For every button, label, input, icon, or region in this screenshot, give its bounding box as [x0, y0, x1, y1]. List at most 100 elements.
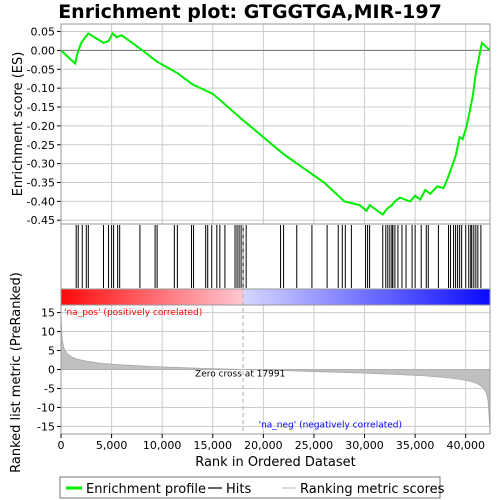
rank-ytick-label: 5 [48, 345, 55, 358]
rank-color-cell [439, 289, 445, 305]
rank-ytick-label: -5 [44, 382, 55, 395]
rank-color-cell [361, 289, 366, 305]
rank-color-cell [157, 289, 162, 305]
rank-color-cell [268, 289, 273, 305]
legend-box [59, 476, 441, 499]
xtick-label: 25,000 [295, 439, 334, 452]
rank-color-cell [329, 289, 334, 305]
rank-color-cell [432, 289, 437, 305]
rank-color-cell [411, 289, 416, 305]
rank-color-cell [407, 289, 412, 305]
rank-color-cell [375, 289, 380, 305]
rank-color-cell [307, 289, 312, 305]
rank-color-cell [221, 289, 227, 305]
rank-color-cell [279, 289, 284, 305]
rank-color-cell [343, 289, 348, 305]
es-ytick-label: -0.15 [27, 101, 55, 114]
rank-color-cell [118, 289, 123, 305]
rank-color-cell [171, 289, 176, 305]
rank-color-cell [425, 289, 430, 305]
es-ytick-label: 0.05 [31, 26, 56, 39]
rank-color-cell [321, 289, 327, 305]
rank-color-cell [61, 289, 66, 305]
rank-color-cell [347, 289, 352, 305]
rank-color-cell [429, 289, 434, 305]
rank-color-cell [150, 289, 155, 305]
rank-color-cell [196, 289, 202, 305]
rank-color-cell [318, 289, 323, 305]
rank-color-cell [236, 289, 241, 305]
rank-color-cell [296, 289, 302, 305]
rank-color-cell [482, 289, 488, 305]
rank-color-cell [486, 289, 491, 305]
xtick-label: 30,000 [345, 439, 384, 452]
rank-color-cell [332, 289, 337, 305]
rank-color-cell [293, 289, 298, 305]
rank-color-cell [464, 289, 470, 305]
rank-color-cell [271, 289, 277, 305]
rank-color-cell [200, 289, 205, 305]
rank-color-cell [250, 289, 255, 305]
rank-color-cell [368, 289, 373, 305]
rank-color-cell [400, 289, 405, 305]
rank-color-cell [93, 289, 98, 305]
rank-color-cell [304, 289, 309, 305]
hits-panel [60, 223, 491, 290]
es-ytick-label: -0.05 [27, 63, 55, 76]
rank-color-cell [107, 289, 112, 305]
rank-color-cell [414, 289, 420, 305]
rank-color-cell [261, 289, 266, 305]
rank-color-cell [436, 289, 441, 305]
rank-color-cell [286, 289, 291, 305]
xtick-label: 0 [58, 439, 65, 452]
rank-color-cell [143, 289, 148, 305]
rank-color-cell [364, 289, 370, 305]
rank-color-cell [175, 289, 180, 305]
rank-color-cell [397, 289, 402, 305]
rank-color-cell [450, 289, 455, 305]
rank-color-cell [372, 289, 377, 305]
rank-panel-border [60, 304, 491, 435]
es-ytick-label: -0.40 [27, 195, 55, 208]
rank-color-cell [264, 289, 269, 305]
es-ytick-label: -0.45 [27, 214, 55, 227]
rank-color-cell [479, 289, 484, 305]
rank-color-cell [164, 289, 169, 305]
rank-color-cell [225, 289, 230, 305]
es-panel-background [61, 24, 490, 224]
rank-color-cell [468, 289, 473, 305]
rank-color-cell [457, 289, 462, 305]
rank-color-cell [461, 289, 466, 305]
xtick-label: 35,000 [396, 439, 435, 452]
neg-correlated-label: 'na_neg' (negatively correlated) [259, 421, 402, 431]
es-ytick-label: -0.30 [27, 158, 55, 171]
rank-ytick-label: 10 [41, 326, 55, 339]
rank-color-cell [218, 289, 223, 305]
rank-color-cell [78, 289, 84, 305]
rank-color-cell [472, 289, 477, 305]
rank-color-cell [168, 289, 173, 305]
xtick-label: 15,000 [194, 439, 233, 452]
rank-color-cell [382, 289, 387, 305]
chart-title: Enrichment plot: GTGGTGA,MIR-197 [58, 1, 442, 23]
rank-color-cell [422, 289, 427, 305]
rank-ytick-label: 0 [48, 364, 55, 377]
rank-color-cell [257, 289, 262, 305]
rank-color-cell [178, 289, 184, 305]
rank-color-cell [239, 289, 244, 305]
rank-color-cell [128, 289, 134, 305]
rank-ytick-label: 15 [41, 307, 55, 320]
rank-color-cell [275, 289, 280, 305]
es-ytick-label: 0.00 [31, 44, 56, 57]
rank-color-cell [379, 289, 384, 305]
xtick-label: 40,000 [446, 439, 485, 452]
rank-color-cell [314, 289, 319, 305]
rank-ytick-label: -15 [37, 420, 55, 433]
rank-color-cell [243, 289, 248, 305]
rank-color-cell [96, 289, 101, 305]
xtick-label: 10,000 [143, 439, 182, 452]
legend-label-1: Hits [226, 482, 251, 497]
rank-color-cell [82, 289, 87, 305]
rank-color-cell [336, 289, 341, 305]
